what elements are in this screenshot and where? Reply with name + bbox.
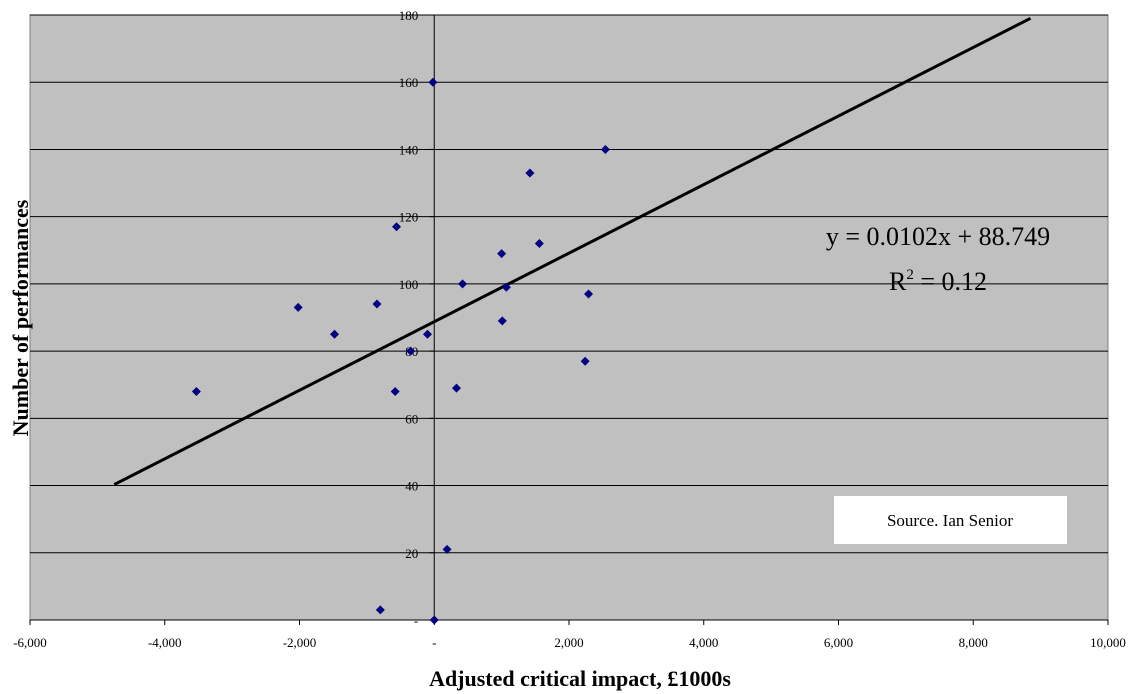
x-axis-title: Adjusted critical impact, £1000s <box>429 666 731 691</box>
y-tick-label: - <box>414 613 418 628</box>
r-squared-label: R2 = 0.12 <box>889 267 987 296</box>
data-point <box>600 144 610 154</box>
r-squared-superscript: 2 <box>906 267 914 283</box>
x-tick-label: 6,000 <box>824 635 853 650</box>
data-point <box>429 615 439 625</box>
data-points <box>191 77 610 625</box>
source-annotation: Source. Ian Senior <box>887 511 1013 530</box>
y-tick-label: 60 <box>405 411 418 426</box>
y-tick-label: 20 <box>405 546 418 561</box>
source-box <box>834 496 1067 544</box>
x-tick-label: 4,000 <box>689 635 718 650</box>
data-point <box>497 316 507 326</box>
trendline <box>113 16 1032 486</box>
data-point <box>293 302 303 312</box>
y-tick-label: 120 <box>399 210 419 225</box>
y-tick-label: 40 <box>405 479 418 494</box>
x-tick-label: 8,000 <box>959 635 988 650</box>
y-axis-title: Number of performances <box>8 199 33 436</box>
data-point <box>501 282 511 292</box>
x-tick-label: -6,000 <box>13 635 47 650</box>
data-point <box>191 386 201 396</box>
x-tick-label: -2,000 <box>283 635 317 650</box>
r-squared-value: = 0.12 <box>914 267 987 296</box>
y-tick-label: 160 <box>399 75 419 90</box>
data-point <box>423 329 433 339</box>
gridlines <box>30 14 1108 554</box>
data-point <box>372 299 382 309</box>
data-point <box>497 249 507 259</box>
data-point <box>580 356 590 366</box>
x-tick-label: 10,000 <box>1090 635 1126 650</box>
y-tick-label: 180 <box>399 8 419 23</box>
y-axis-ticks: -20406080100120140160180 <box>399 8 435 628</box>
data-point <box>458 279 468 289</box>
x-tick-label: -4,000 <box>148 635 182 650</box>
data-point <box>428 77 438 87</box>
data-point <box>534 239 544 249</box>
data-point <box>392 222 402 232</box>
data-point <box>451 383 461 393</box>
data-point <box>375 605 385 615</box>
y-tick-label: 100 <box>399 277 419 292</box>
trendline-equation: y = 0.0102x + 88.749 <box>826 222 1050 251</box>
data-point <box>406 346 416 356</box>
data-point <box>525 168 535 178</box>
r-squared-prefix: R <box>889 267 907 296</box>
x-axis-ticks: -6,000 -4,000 -2,000-2,000 4,000 6,000 8,000 1… <box>13 620 1126 650</box>
data-point <box>442 544 452 554</box>
data-point <box>330 329 340 339</box>
data-point <box>390 386 400 396</box>
data-point <box>584 289 594 299</box>
x-tick-label: 2,000 <box>554 635 583 650</box>
y-tick-label: 140 <box>399 142 419 157</box>
x-tick-label: - <box>432 635 436 650</box>
